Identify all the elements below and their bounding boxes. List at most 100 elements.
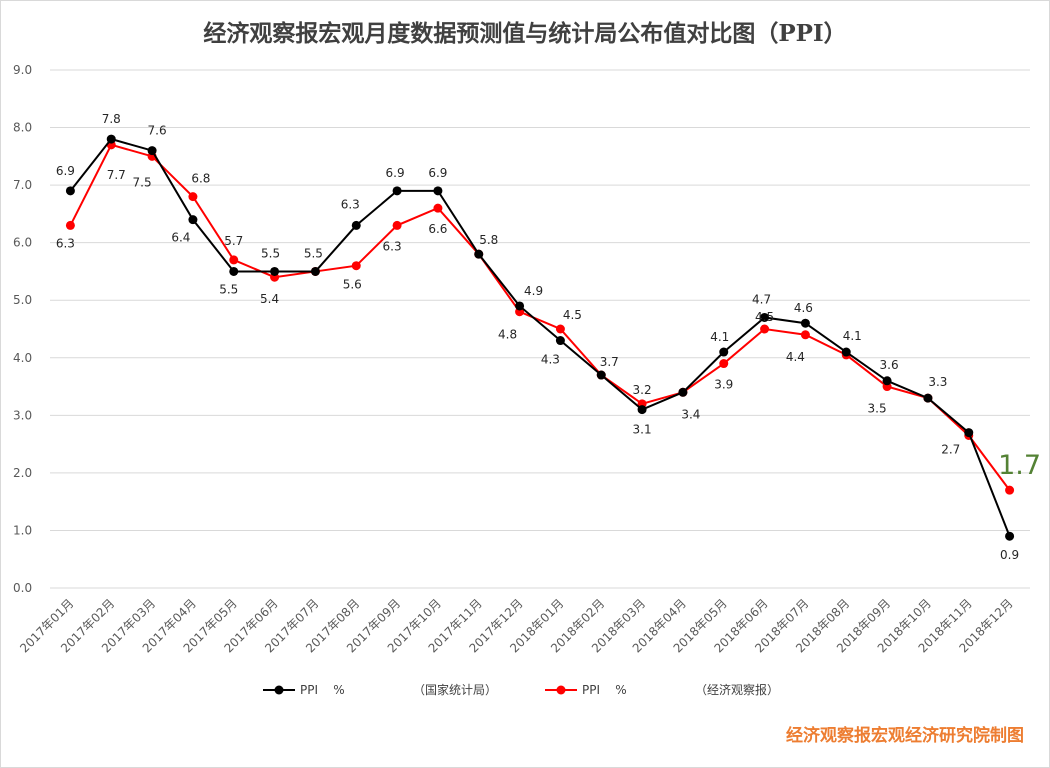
data-point-nbs bbox=[841, 347, 851, 357]
y-tick-label: 8.0 bbox=[13, 121, 32, 135]
data-label: 3.6 bbox=[880, 358, 899, 372]
series-line-eeo bbox=[69, 143, 1011, 491]
legend-label-eeo: PPI % bbox=[582, 683, 627, 697]
data-label: 3.2 bbox=[633, 383, 652, 397]
y-tick-label: 5.0 bbox=[13, 293, 32, 307]
data-point-eeo bbox=[188, 192, 198, 202]
legend-source-nbs: （国家统计局） bbox=[413, 682, 497, 697]
series-line-nbs bbox=[69, 137, 1011, 537]
data-label: 6.3 bbox=[341, 197, 360, 211]
data-label: 6.9 bbox=[56, 164, 75, 178]
data-label: 3.7 bbox=[600, 355, 619, 369]
data-point-eeo bbox=[1005, 485, 1015, 495]
data-point-nbs bbox=[147, 146, 157, 156]
data-point-nbs bbox=[719, 347, 729, 357]
y-tick-label: 3.0 bbox=[13, 408, 32, 422]
data-label: 6.8 bbox=[191, 172, 210, 186]
y-tick-label: 7.0 bbox=[13, 178, 32, 192]
data-point-nbs bbox=[1005, 531, 1015, 541]
data-label: 4.1 bbox=[843, 329, 862, 343]
y-tick-label: 0.0 bbox=[13, 581, 32, 595]
data-point-nbs bbox=[923, 393, 933, 403]
data-point-nbs bbox=[964, 428, 974, 438]
data-label: 5.7 bbox=[224, 234, 243, 248]
data-label: 6.3 bbox=[56, 236, 75, 250]
data-label: 4.8 bbox=[498, 328, 517, 342]
data-label: 5.5 bbox=[261, 246, 280, 260]
data-label: 7.7 bbox=[107, 168, 126, 182]
data-label: 0.9 bbox=[1000, 548, 1019, 562]
data-point-nbs bbox=[229, 266, 239, 276]
y-tick-label: 9.0 bbox=[13, 63, 32, 77]
gridlines bbox=[50, 69, 1030, 589]
chart-title: 经济观察报宏观月度数据预测值与统计局公布值对比图（PPI） bbox=[203, 20, 847, 47]
data-label: 7.8 bbox=[102, 112, 121, 126]
x-axis: 2017年01月2017年02月2017年03月2017年04月2017年05月… bbox=[17, 596, 1015, 655]
data-point-eeo bbox=[65, 220, 75, 230]
data-point-nbs bbox=[637, 405, 647, 415]
plot-area bbox=[65, 134, 1015, 541]
data-point-nbs bbox=[188, 215, 198, 225]
data-label: 3.3 bbox=[928, 375, 947, 389]
data-point-nbs bbox=[760, 312, 770, 322]
data-point-nbs bbox=[106, 134, 116, 144]
data-label: 7.6 bbox=[148, 124, 167, 138]
data-label: 6.6 bbox=[428, 222, 447, 236]
data-label: 6.9 bbox=[386, 166, 405, 180]
data-label: 4.4 bbox=[786, 350, 805, 364]
data-label: 6.3 bbox=[383, 239, 402, 253]
data-point-eeo bbox=[800, 330, 810, 340]
data-label: 4.1 bbox=[710, 330, 729, 344]
data-label: 3.1 bbox=[633, 423, 652, 437]
data-label: 5.5 bbox=[304, 246, 323, 260]
y-tick-label: 4.0 bbox=[13, 351, 32, 365]
data-point-nbs bbox=[882, 376, 892, 386]
data-point-eeo bbox=[555, 324, 565, 334]
data-point-nbs bbox=[515, 301, 525, 311]
legend: PPI % （国家统计局） PPI % （经济观察报） bbox=[263, 682, 779, 697]
data-point-eeo bbox=[760, 324, 770, 334]
y-tick-label: 2.0 bbox=[13, 466, 32, 480]
chart-credit: 经济观察报宏观经济研究院制图 bbox=[786, 726, 1024, 746]
data-point-eeo bbox=[392, 220, 402, 230]
data-label: 5.4 bbox=[260, 292, 279, 306]
data-label: 5.5 bbox=[219, 282, 238, 296]
data-label: 4.5 bbox=[755, 310, 774, 324]
data-label: 6.4 bbox=[171, 231, 190, 245]
data-label: 6.9 bbox=[428, 166, 447, 180]
data-label: 5.8 bbox=[479, 233, 498, 247]
data-label: 7.5 bbox=[133, 175, 152, 189]
data-point-nbs bbox=[310, 266, 320, 276]
y-axis: 0.0 1.0 2.0 3.0 4.0 5.0 6.0 7.0 8.0 9.0 bbox=[13, 63, 32, 595]
data-point-nbs bbox=[65, 186, 75, 196]
data-point-eeo bbox=[229, 255, 239, 265]
data-point-nbs bbox=[351, 220, 361, 230]
legend-marker-eeo bbox=[556, 685, 566, 695]
data-point-nbs bbox=[800, 318, 810, 328]
data-label: 4.3 bbox=[541, 353, 560, 367]
data-label: 2.7 bbox=[941, 443, 960, 457]
data-point-nbs bbox=[678, 387, 688, 397]
data-labels: 6.9 7.8 7.6 6.4 5.5 5.5 5.5 6.3 6.9 6.9 5.8 4.9 4.3 3… bbox=[56, 112, 1041, 562]
data-point-eeo bbox=[433, 203, 443, 213]
data-label: 4.7 bbox=[752, 292, 771, 306]
data-label: 4.9 bbox=[524, 284, 543, 298]
y-tick-label: 1.0 bbox=[13, 523, 32, 537]
data-label: 4.5 bbox=[563, 308, 582, 322]
legend-marker-nbs bbox=[274, 685, 284, 695]
data-point-nbs bbox=[474, 249, 484, 259]
data-label: 3.5 bbox=[868, 402, 887, 416]
legend-source-eeo: （经济观察报） bbox=[695, 682, 779, 697]
data-point-nbs bbox=[433, 186, 443, 196]
data-label: 4.6 bbox=[794, 301, 813, 315]
data-label: 5.6 bbox=[343, 278, 362, 292]
data-point-nbs bbox=[596, 370, 606, 380]
data-label: 3.4 bbox=[681, 407, 700, 421]
data-point-nbs bbox=[270, 266, 280, 276]
data-point-eeo bbox=[351, 261, 361, 271]
data-label: 3.9 bbox=[714, 378, 733, 392]
data-point-nbs bbox=[555, 336, 565, 346]
legend-label-nbs: PPI % bbox=[300, 683, 345, 697]
data-point-eeo bbox=[719, 359, 729, 369]
